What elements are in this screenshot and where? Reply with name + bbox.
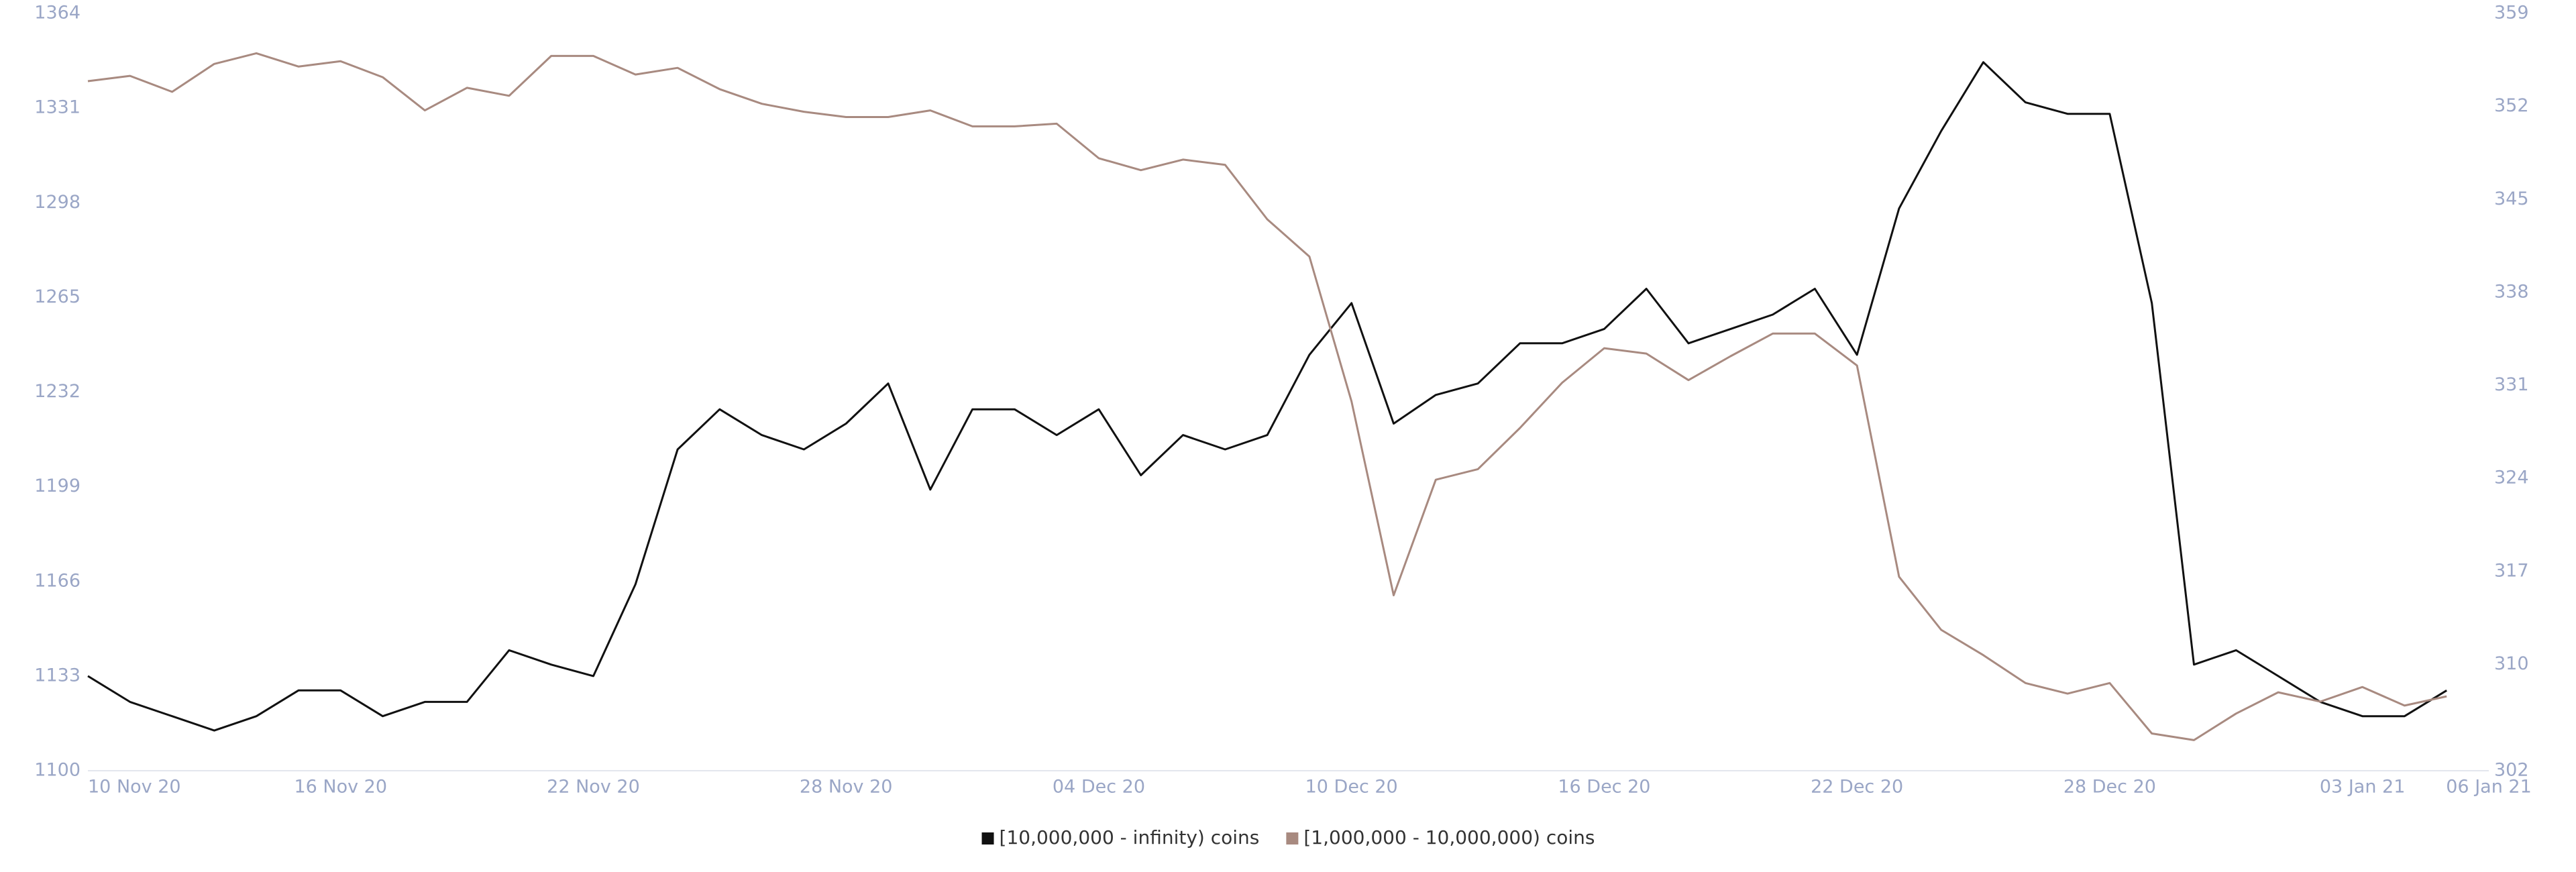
x-tick-label: 16 Dec 20	[1558, 777, 1650, 798]
y2-tick-label: 352	[2494, 95, 2529, 116]
y-tick-label: 1331	[34, 97, 80, 118]
y-tick-label: 1166	[34, 570, 80, 591]
y2-tick-label: 359	[2494, 3, 2529, 23]
y2-tick-label: 338	[2494, 281, 2529, 302]
y-tick-label: 1298	[34, 192, 80, 213]
y2-tick-label: 345	[2494, 188, 2529, 209]
y-tick-label: 1133	[34, 665, 80, 686]
x-tick-label: 03 Jan 21	[2320, 777, 2406, 798]
x-tick-label: 22 Nov 20	[547, 777, 640, 798]
x-tick-label: 06 Jan 21	[2446, 777, 2532, 798]
y2-tick-label: 310	[2494, 653, 2529, 674]
x-tick-label: 22 Dec 20	[1811, 777, 1903, 798]
x-tick-label: 28 Nov 20	[800, 777, 893, 798]
series-line	[87, 61, 2447, 732]
y2-tick-label: 317	[2494, 560, 2529, 581]
legend-swatch	[1286, 832, 1299, 844]
y-tick-label: 1364	[34, 3, 80, 23]
y-tick-label: 1265	[34, 286, 80, 307]
x-tick-label: 16 Nov 20	[294, 777, 387, 798]
legend-label: [1,000,000 - 10,000,000) coins	[1303, 826, 1595, 849]
x-tick-label: 04 Dec 20	[1053, 777, 1145, 798]
series-line	[87, 52, 2447, 741]
legend: [10,000,000 - infinity) coins [1,000,000 …	[981, 826, 1595, 849]
y2-tick-label: 331	[2494, 374, 2529, 395]
y2-tick-label: 324	[2494, 468, 2529, 488]
x-tick-label: 10 Dec 20	[1305, 777, 1398, 798]
x-tick-label: 10 Nov 20	[88, 777, 181, 798]
y-tick-label: 1199	[34, 476, 80, 496]
legend-label: [10,000,000 - infinity) coins	[1000, 826, 1260, 849]
legend-swatch	[981, 832, 994, 844]
y2-tick-label: 302	[2494, 760, 2529, 781]
y-tick-label: 1100	[34, 760, 80, 781]
x-tick-label: 28 Dec 20	[2063, 777, 2156, 798]
y-tick-label: 1232	[34, 381, 80, 402]
